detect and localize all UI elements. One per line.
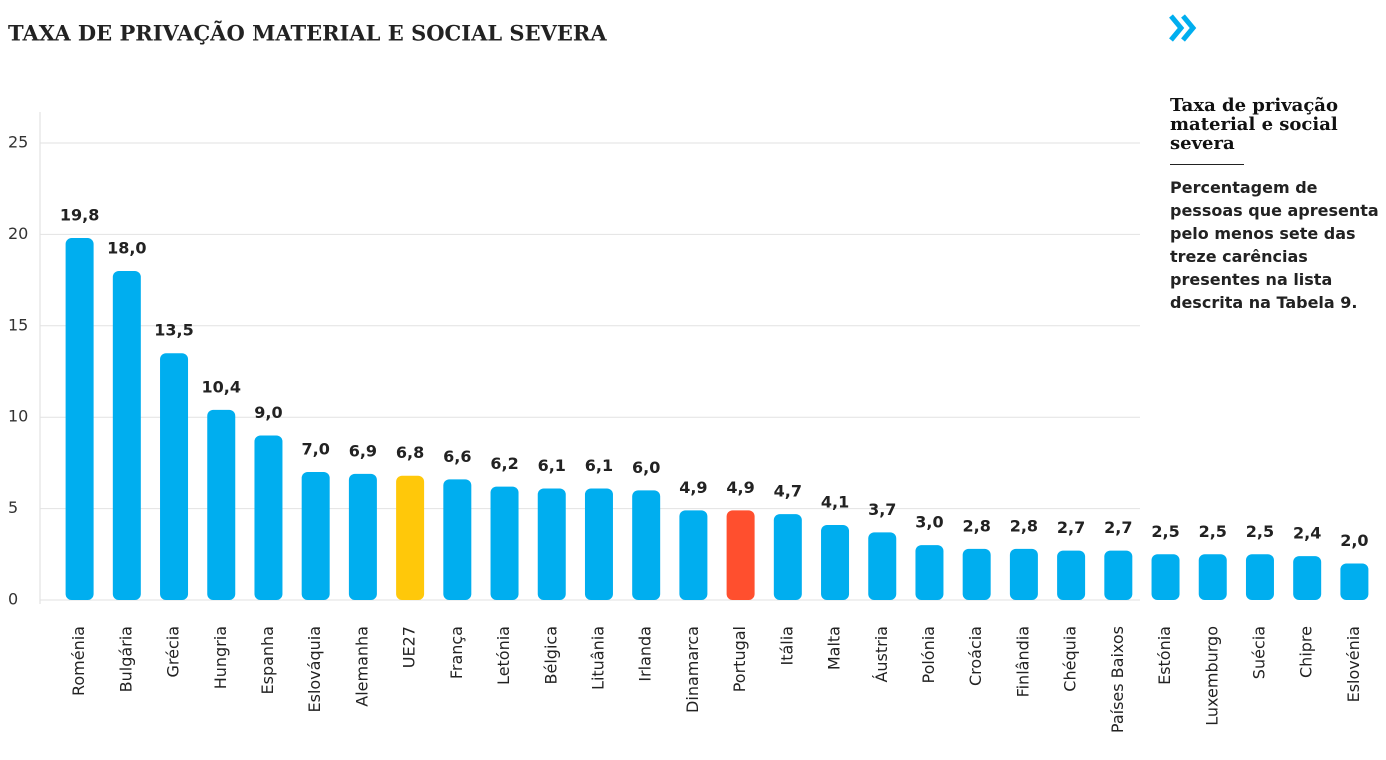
bar xyxy=(348,473,377,600)
bar xyxy=(773,514,802,600)
bar xyxy=(915,545,944,600)
value-label: 6,8 xyxy=(396,443,424,462)
value-label: 6,6 xyxy=(443,447,471,466)
x-tick-label: Estónia xyxy=(1155,626,1174,685)
value-label: 3,7 xyxy=(868,500,896,519)
bar xyxy=(490,486,519,600)
value-label: 19,8 xyxy=(60,206,99,225)
x-tick-label: Alemanha xyxy=(352,626,371,707)
y-tick-label: 5 xyxy=(8,498,18,517)
x-tick-label: Bélgica xyxy=(541,626,560,684)
sidebar-text: Percentagem de pessoas que apresenta pel… xyxy=(1170,178,1379,312)
x-tick-label: Dinamarca xyxy=(683,626,702,713)
x-tick-label: Áustria xyxy=(872,626,891,683)
value-label: 18,0 xyxy=(107,238,146,257)
bar xyxy=(112,270,141,600)
x-tick-label: Espanha xyxy=(258,626,277,695)
value-label: 2,5 xyxy=(1151,522,1179,541)
bar xyxy=(1104,550,1133,600)
x-tick-label: Chipre xyxy=(1297,626,1316,678)
sidebar-title: Taxa de privação material e social sever… xyxy=(1170,95,1338,154)
bar xyxy=(1293,556,1322,600)
value-label: 4,1 xyxy=(821,493,849,512)
x-tick-label: Eslovénia xyxy=(1344,626,1363,702)
x-tick-label: Suécia xyxy=(1249,626,1268,679)
x-tick-label: Roménia xyxy=(69,626,88,696)
value-label: 6,1 xyxy=(538,456,566,475)
bar xyxy=(1340,563,1369,600)
x-tick-label: Hungria xyxy=(211,626,230,689)
bar xyxy=(632,490,661,600)
y-tick-label: 10 xyxy=(8,407,28,426)
bar xyxy=(821,525,850,600)
x-tick-label: Croácia xyxy=(966,626,985,686)
x-tick-label: Itália xyxy=(777,626,796,666)
bar xyxy=(160,353,189,600)
bar xyxy=(537,488,566,600)
x-tick-label: Finlândia xyxy=(1013,626,1032,697)
bar xyxy=(65,238,94,600)
chart-title: TAXA DE PRIVAÇÃO MATERIAL E SOCIAL SEVER… xyxy=(8,21,607,46)
bar xyxy=(443,479,472,600)
value-label: 2,7 xyxy=(1104,518,1132,537)
value-label: 4,7 xyxy=(774,482,802,501)
y-tick-label: 20 xyxy=(8,224,28,243)
value-label: 10,4 xyxy=(202,377,241,396)
bar xyxy=(1245,554,1274,600)
value-label: 6,1 xyxy=(585,456,613,475)
x-tick-label: Chéquia xyxy=(1061,626,1080,692)
y-tick-label: 25 xyxy=(8,133,28,152)
x-tick-label: Malta xyxy=(825,626,844,670)
x-tick-label: Bulgária xyxy=(116,626,135,692)
y-tick-label: 0 xyxy=(8,590,18,609)
x-tick-label: Polónia xyxy=(919,626,938,684)
x-tick-label: Letónia xyxy=(494,626,513,685)
bar xyxy=(1151,554,1180,600)
bar xyxy=(254,435,283,600)
value-label: 2,5 xyxy=(1199,522,1227,541)
value-label: 6,0 xyxy=(632,458,660,477)
bar xyxy=(726,510,755,600)
value-label: 13,5 xyxy=(154,321,193,340)
bar xyxy=(301,472,330,600)
value-label: 2,4 xyxy=(1293,524,1321,543)
value-label: 9,0 xyxy=(254,403,282,422)
x-tick-label: Eslováquia xyxy=(305,626,324,713)
bar xyxy=(679,510,708,600)
bar xyxy=(962,548,991,600)
bar xyxy=(396,475,425,600)
value-label: 2,5 xyxy=(1246,522,1274,541)
value-label: 3,0 xyxy=(915,513,943,532)
value-label: 4,9 xyxy=(726,478,754,497)
value-label: 2,8 xyxy=(1010,516,1038,535)
x-tick-label: França xyxy=(447,626,466,679)
x-tick-label: Irlanda xyxy=(636,626,655,682)
value-label: 6,9 xyxy=(349,441,377,460)
x-tick-label: Portugal xyxy=(730,626,749,692)
y-tick-label: 15 xyxy=(8,315,28,334)
sidebar-rule xyxy=(1170,164,1244,165)
value-label: 4,9 xyxy=(679,478,707,497)
x-tick-label: Países Baixos xyxy=(1108,626,1127,733)
bar xyxy=(584,488,613,600)
bar xyxy=(1009,548,1038,600)
bar xyxy=(868,532,897,600)
value-label: 7,0 xyxy=(302,440,330,459)
x-tick-label: Luxemburgo xyxy=(1202,626,1221,726)
bar xyxy=(1057,550,1086,600)
value-label: 6,2 xyxy=(490,454,518,473)
x-tick-label: Grécia xyxy=(164,626,183,678)
chevron-icon xyxy=(1169,14,1197,42)
value-label: 2,8 xyxy=(963,516,991,535)
x-tick-label: UE27 xyxy=(400,626,419,668)
value-label: 2,7 xyxy=(1057,518,1085,537)
bar xyxy=(1198,554,1227,600)
x-tick-label: Lituânia xyxy=(588,626,607,690)
bar xyxy=(207,409,236,600)
value-label: 2,0 xyxy=(1340,531,1368,550)
